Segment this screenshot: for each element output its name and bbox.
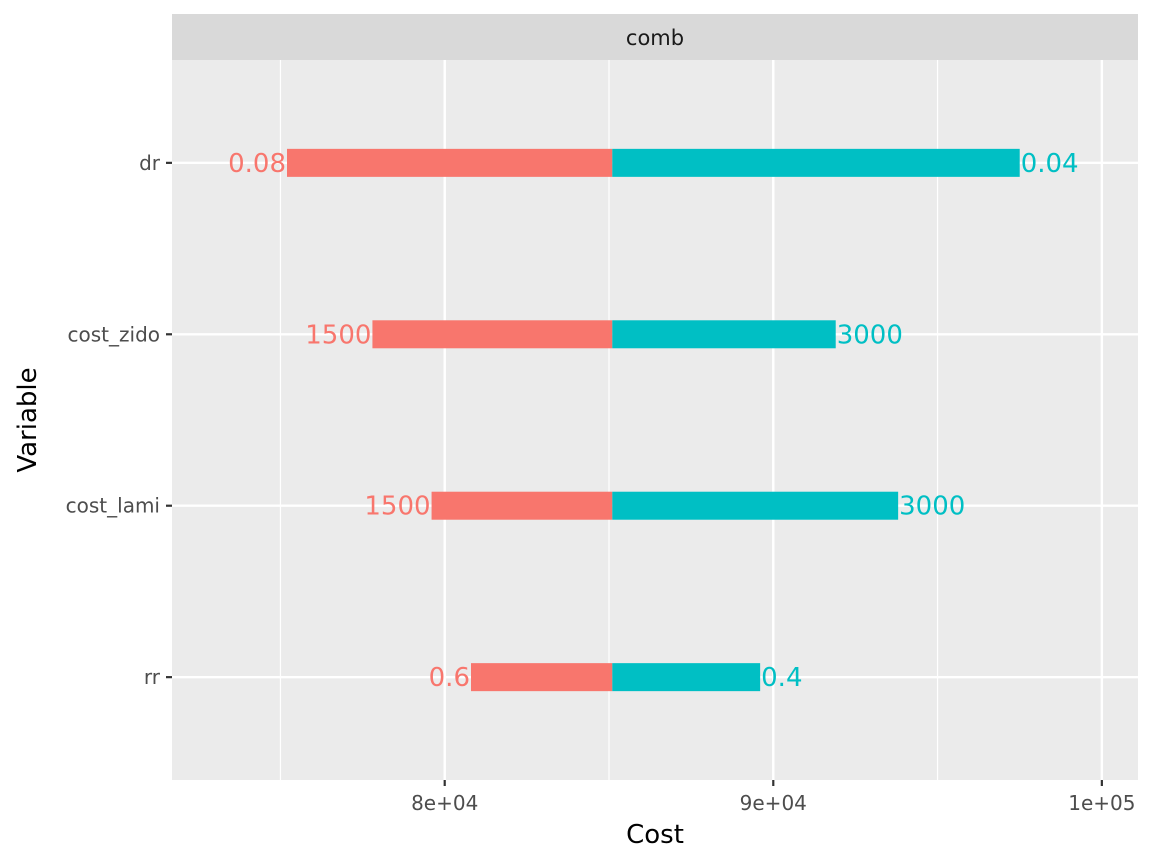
bar-label-rr-low: 0.6 — [429, 663, 470, 693]
bar-cost_zido-high — [612, 320, 836, 349]
panel-background — [172, 60, 1138, 780]
bar-label-cost_lami-low: 1500 — [364, 492, 430, 522]
facet-strip-label: comb — [626, 26, 684, 50]
y-axis-title: Variable — [13, 367, 43, 472]
bar-labels: 0.08 1500 1500 0.6 0.04 3000 3000 0.4 — [228, 149, 1078, 693]
bar-label-rr-high: 0.4 — [761, 663, 802, 693]
y-tick-label-dr: dr — [139, 151, 161, 175]
bar-cost_lami-high — [612, 491, 899, 520]
bar-label-cost_lami-high: 3000 — [899, 492, 965, 522]
bar-cost_lami-low — [431, 491, 613, 520]
bar-label-cost_zido-low: 1500 — [305, 320, 371, 350]
bars — [287, 148, 1020, 692]
bar-rr-high — [612, 663, 761, 692]
x-axis-title: Cost — [626, 820, 684, 850]
x-tick-label: 8e+04 — [411, 791, 478, 815]
bar-label-dr-high: 0.04 — [1021, 149, 1079, 179]
bar-dr-low — [287, 148, 613, 177]
bar-label-dr-low: 0.08 — [228, 149, 286, 179]
bar-rr-low — [471, 663, 613, 692]
bar-label-cost_zido-high: 3000 — [837, 320, 903, 350]
strip-background — [172, 14, 1138, 60]
y-tick-label-cost_zido: cost_zido — [68, 322, 160, 346]
y-tick-label-cost_lami: cost_lami — [66, 494, 160, 518]
x-tick-label: 9e+04 — [740, 791, 807, 815]
y-tick-label-rr: rr — [144, 665, 161, 689]
x-tick-label: 1e+05 — [1068, 791, 1135, 815]
bar-cost_zido-low — [372, 320, 613, 349]
bar-dr-high — [612, 148, 1020, 177]
x-axis: 8e+04 9e+04 1e+05 — [411, 780, 1135, 815]
